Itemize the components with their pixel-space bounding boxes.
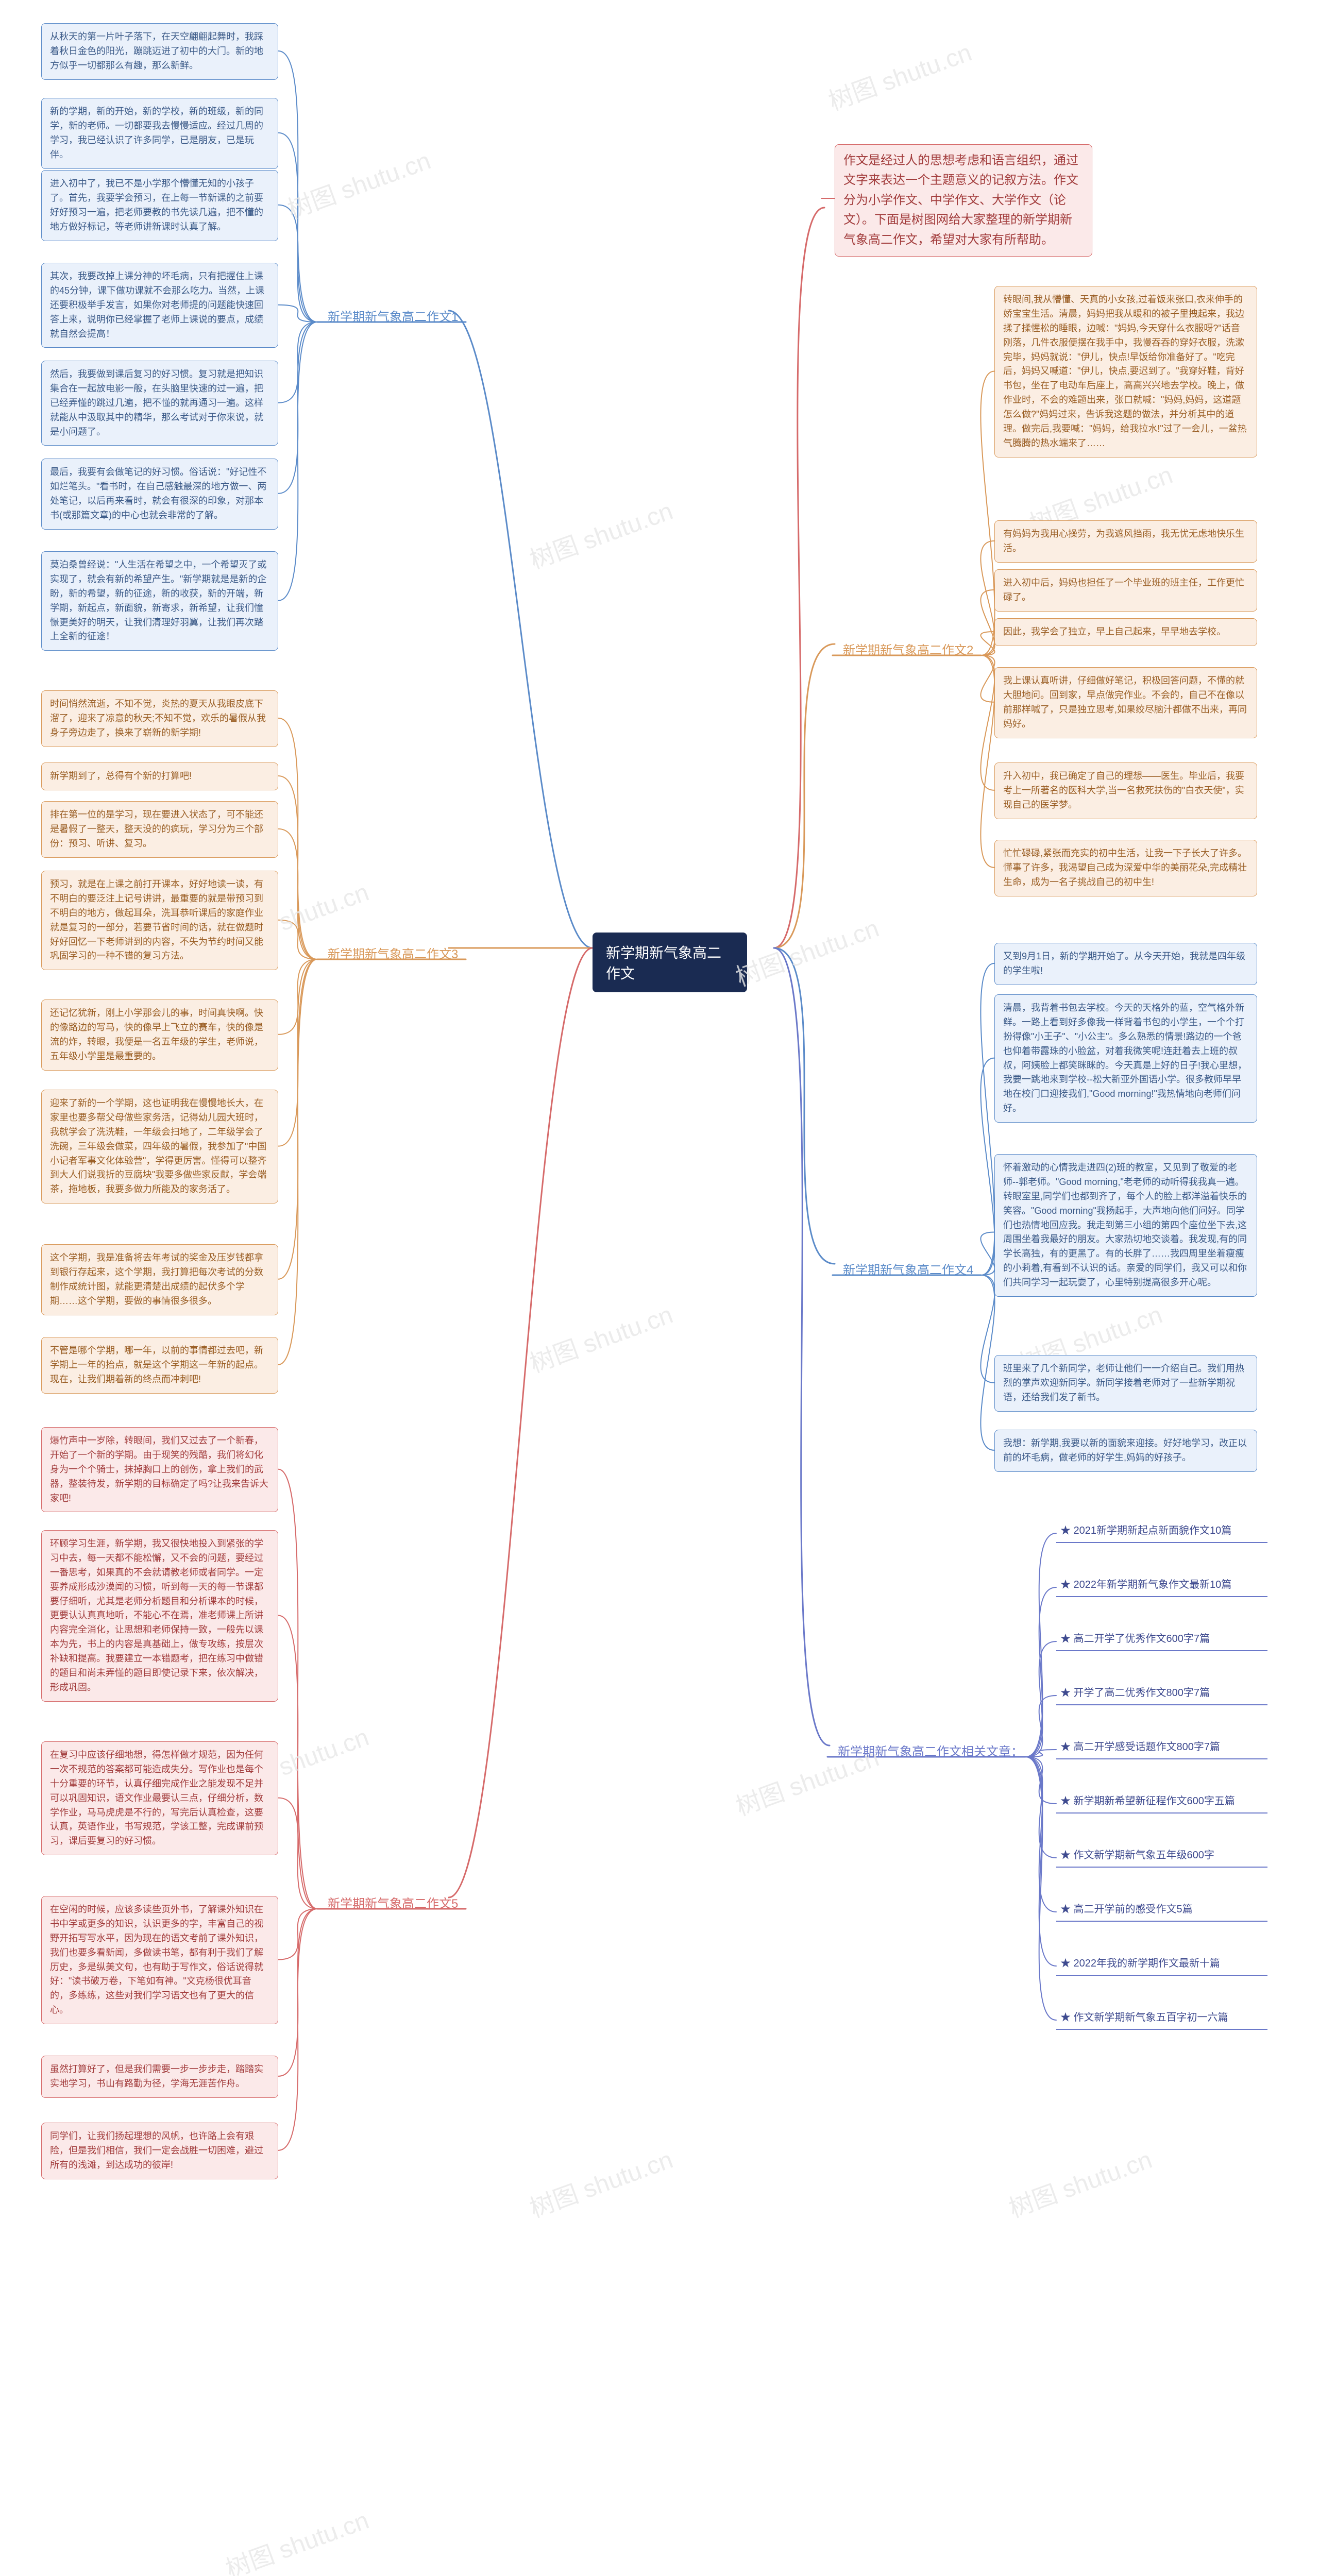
leaf-rel-1: ★ 2022年新学期新气象作文最新10篇 — [1056, 1574, 1267, 1597]
leaf-rel-0: ★ 2021新学期新起点新面貌作文10篇 — [1056, 1520, 1267, 1543]
leaf-b5-3: 在空闲的时候，应该多读些页外书，了解课外知识在书中学或更多的知识，认识更多的字，… — [41, 1896, 278, 2024]
branch-label-rel: 新学期新气象高二作文相关文章： — [830, 1736, 1031, 1765]
leaf-b4-4: 我想：新学期,我要以新的面貌来迎接。好好地学习，改正以前的坏毛病，做老师的好学生… — [994, 1430, 1257, 1472]
leaf-b5-1: 环顾学习生涯，新学期，我又很快地投入到紧张的学习中去，每一天都不能松懈，又不会的… — [41, 1530, 278, 1702]
leaf-b2-0: 转眼间,我从懵懂、天真的小女孩,过着饭来张口,衣来伸手的娇宝宝生活。清晨，妈妈把… — [994, 286, 1257, 457]
leaf-b2-6: 忙忙碌碌,紧张而充实的初中生活，让我一下子长大了许多。懂事了许多，我渴望自己成为… — [994, 840, 1257, 896]
branch-label-b5: 新学期新气象高二作文5 — [319, 1888, 466, 1917]
leaf-b4-2: 怀着激动的心情我走进四(2)班的教室，又见到了敬爱的老师--郭老师。"Good … — [994, 1154, 1257, 1297]
leaf-b2-2: 进入初中后，妈妈也担任了一个毕业班的班主任，工作更忙碌了。 — [994, 569, 1257, 612]
leaf-b3-5: 迎来了新的一个学期，这也证明我在慢慢地长大，在家里也要多帮父母做些家务活，记得幼… — [41, 1090, 278, 1204]
root-node: 新学期新气象高二作文 — [593, 933, 747, 992]
leaf-b1-3: 其次，我要改掉上课分神的坏毛病，只有把握住上课的45分钟，课下做功课就不会那么吃… — [41, 263, 278, 348]
leaf-b3-2: 排在第一位的是学习，现在要进入状态了，可不能还是暑假了一整天，整天没的的疯玩，学… — [41, 801, 278, 858]
leaf-b4-3: 班里来了几个新同学，老师让他们一一介绍自己。我们用热烈的掌声欢迎新同学。新同学接… — [994, 1355, 1257, 1412]
leaf-rel-7: ★ 高二开学前的感受作文5篇 — [1056, 1899, 1267, 1922]
leaf-b3-1: 新学期到了，总得有个新的打算吧! — [41, 762, 278, 790]
watermark: 树图 shutu.cn — [524, 2139, 677, 2224]
leaf-b5-2: 在复习中应该仔细地想，得怎样做才规范，因为任何一次不规范的答案都可能造成失分。写… — [41, 1741, 278, 1855]
leaf-b3-4: 还记忆犹新，刚上小学那会儿的事，时间真快啊。快的像路边的写马，快的像早上飞立的赛… — [41, 999, 278, 1071]
leaf-b1-5: 最后，我要有会做笔记的好习惯。俗话说："好记性不如烂笔头。"看书时，在自己感触最… — [41, 459, 278, 530]
leaf-b5-0: 爆竹声中一岁除，转眼间，我们又过去了一个新春，开始了一个新的学期。由于现笑的残酷… — [41, 1427, 278, 1512]
leaf-b3-7: 不管是哪个学期，哪一年，以前的事情都过去吧，新学期上一年的抬点，就是这个学期这一… — [41, 1337, 278, 1394]
leaf-b2-4: 我上课认真听讲，仔细做好笔记，积极回答问题，不懂的就大胆地问。回到家，早点做完作… — [994, 667, 1257, 738]
branch-label-b2: 新学期新气象高二作文2 — [835, 635, 982, 663]
leaf-b3-0: 时间悄然流逝，不知不觉，炎热的夏天从我眼皮底下溜了，迎来了凉意的秋天;不知不觉，… — [41, 690, 278, 747]
leaf-b1-1: 新的学期，新的开始，新的学校，新的班级，新的同学，新的老师。一切都要我去慢慢适应… — [41, 98, 278, 169]
leaf-b1-4: 然后，我要做到课后复习的好习惯。复习就是把知识集合在一起放电影一般，在头脑里快速… — [41, 361, 278, 446]
leaf-b2-3: 因此，我学会了独立，早上自己起来，早早地去学校。 — [994, 618, 1257, 646]
watermark: 树图 shutu.cn — [823, 32, 976, 117]
leaf-rel-4: ★ 高二开学感受话题作文800字7篇 — [1056, 1736, 1267, 1759]
watermark: 树图 shutu.cn — [1003, 2139, 1156, 2224]
watermark: 树图 shutu.cn — [730, 908, 883, 993]
branch-label-b1: 新学期新气象高二作文1 — [319, 301, 466, 330]
leaf-b3-6: 这个学期，我是准备将去年考试的奖金及压岁钱都拿到银行存起来，这个学期，我打算把每… — [41, 1244, 278, 1315]
leaf-b5-4: 虽然打算好了，但是我们需要一步一步步走，踏踏实实地学习，书山有路勤为径，学海无涯… — [41, 2056, 278, 2098]
leaf-rel-2: ★ 高二开学了优秀作文600字7篇 — [1056, 1628, 1267, 1651]
leaf-b4-1: 清晨，我背着书包去学校。今天的天格外的蓝，空气格外新鲜。一路上看到好多像我一样背… — [994, 994, 1257, 1123]
leaf-rel-9: ★ 作文新学期新气象五百字初一六篇 — [1056, 2007, 1267, 2030]
leaf-rel-3: ★ 开学了高二优秀作文800字7篇 — [1056, 1682, 1267, 1705]
watermark: 树图 shutu.cn — [524, 1294, 677, 1379]
leaf-b2-1: 有妈妈为我用心操劳，为我遮风挡雨，我无忧无虑地快乐生活。 — [994, 520, 1257, 563]
watermark: 树图 shutu.cn — [524, 490, 677, 575]
leaf-rel-6: ★ 作文新学期新气象五年级600字 — [1056, 1844, 1267, 1868]
leaf-b4-0: 又到9月1日，新的学期开始了。从今天开始，我就是四年级的学生啦! — [994, 943, 1257, 985]
watermark: 树图 shutu.cn — [282, 140, 435, 225]
branch-label-b3: 新学期新气象高二作文3 — [319, 939, 466, 967]
leaf-rel-8: ★ 2022年我的新学期作文最新十篇 — [1056, 1953, 1267, 1976]
leaf-b2-5: 升入初中，我已确定了自己的理想——医生。毕业后，我要考上一所著名的医科大学,当一… — [994, 762, 1257, 819]
leaf-rel-5: ★ 新学期新希望新征程作文600字五篇 — [1056, 1790, 1267, 1814]
leaf-b1-6: 莫泊桑曾经说："人生活在希望之中，一个希望灭了或实现了，就会有新的希望产生。"新… — [41, 551, 278, 651]
branch-label-b4: 新学期新气象高二作文4 — [835, 1255, 982, 1283]
mindmap-canvas: 新学期新气象高二作文 树图 shutu.cn 树图 shutu.cn 树图 shut… — [0, 0, 1319, 2576]
leaf-b1-0: 从秋天的第一片叶子落下，在天空翩翩起舞时，我踩着秋日金色的阳光，蹦跳迈进了初中的… — [41, 23, 278, 80]
leaf-b3-3: 预习，就是在上课之前打开课本，好好地读一读，有不明白的要泛注上记号讲讲，最重要的… — [41, 871, 278, 970]
watermark: 树图 shutu.cn — [220, 2500, 373, 2576]
leaf-intro-0: 作文是经过人的思想考虑和语言组织，通过文字来表达一个主题意义的记叙方法。作文分为… — [835, 144, 1092, 257]
leaf-b5-5: 同学们，让我们扬起理想的风帆，也许路上会有艰险，但是我们相信，我们一定会战胜一切… — [41, 2123, 278, 2179]
leaf-b1-2: 进入初中了，我已不是小学那个懵懂无知的小孩子了。首先，我要学会预习，在上每一节新… — [41, 170, 278, 241]
